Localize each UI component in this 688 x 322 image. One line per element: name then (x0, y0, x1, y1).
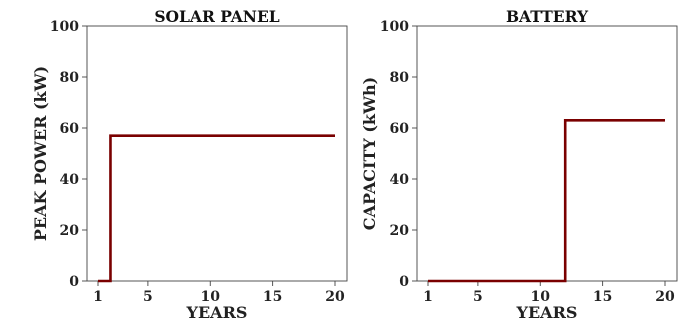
x-tick-label: 10 (201, 289, 221, 305)
y-tick-label: 0 (69, 274, 79, 290)
chart-title: SOLAR PANEL (154, 7, 279, 26)
x-tick-label: 20 (325, 289, 345, 305)
y-tick-label: 80 (390, 70, 410, 86)
plot-frame (86, 25, 348, 282)
x-axis-label: YEARS (516, 303, 578, 322)
series-line (428, 119, 665, 283)
series-lines (428, 119, 665, 283)
x-tick-label: 5 (473, 289, 483, 305)
y-tick-label: 40 (390, 172, 410, 188)
chart-title: BATTERY (506, 7, 589, 26)
y-axis-label: CAPACITY (kWh) (360, 77, 379, 230)
y-tick-label: 40 (60, 172, 80, 188)
plot-frame (416, 25, 678, 282)
y-tick-label: 100 (50, 19, 79, 35)
y-tick-label: 20 (390, 223, 410, 239)
battery-chart: BATTERY CAPACITY (kWh) YEARS 0 20 40 60 80 10… (360, 7, 678, 322)
x-tick-label: 20 (655, 289, 675, 305)
x-tick-label: 5 (143, 289, 153, 305)
y-tick-label: 100 (380, 19, 409, 35)
series-line (98, 134, 335, 283)
y-tick-label: 60 (60, 121, 80, 137)
solar-panel-chart: SOLAR PANEL PEAK POWER (kW) YEARS 0 20 40 6… (31, 7, 348, 322)
x-tick-label: 15 (263, 289, 282, 305)
y-axis-label: PEAK POWER (kW) (31, 66, 50, 241)
x-tick-label: 15 (593, 289, 612, 305)
x-axis-label: YEARS (186, 303, 248, 322)
x-tick-label: 1 (423, 289, 433, 305)
x-tick-label: 1 (93, 289, 103, 305)
y-tick-label: 60 (390, 121, 410, 137)
series-lines (98, 134, 335, 283)
y-tick-label: 20 (60, 223, 80, 239)
y-tick-label: 0 (399, 274, 409, 290)
x-tick-label: 10 (531, 289, 551, 305)
y-tick-label: 80 (60, 70, 80, 86)
